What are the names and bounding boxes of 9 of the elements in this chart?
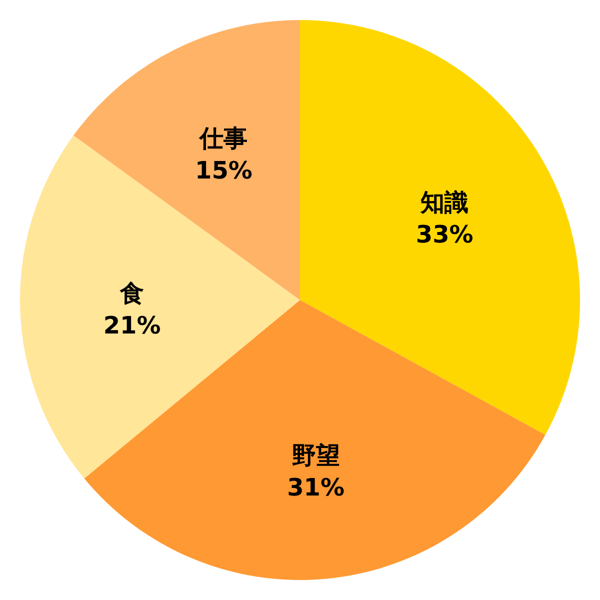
slice-label: 仕事: [198, 124, 248, 152]
data-label: 21%: [103, 311, 161, 340]
data-label: 31%: [287, 473, 345, 502]
data-label: 15%: [195, 156, 252, 184]
slice-label: 野望: [292, 441, 340, 470]
slice-label: 知識: [420, 188, 469, 216]
data-label: 33%: [416, 220, 474, 248]
pie-slice: [300, 20, 580, 435]
slice-label: 食: [119, 279, 144, 308]
